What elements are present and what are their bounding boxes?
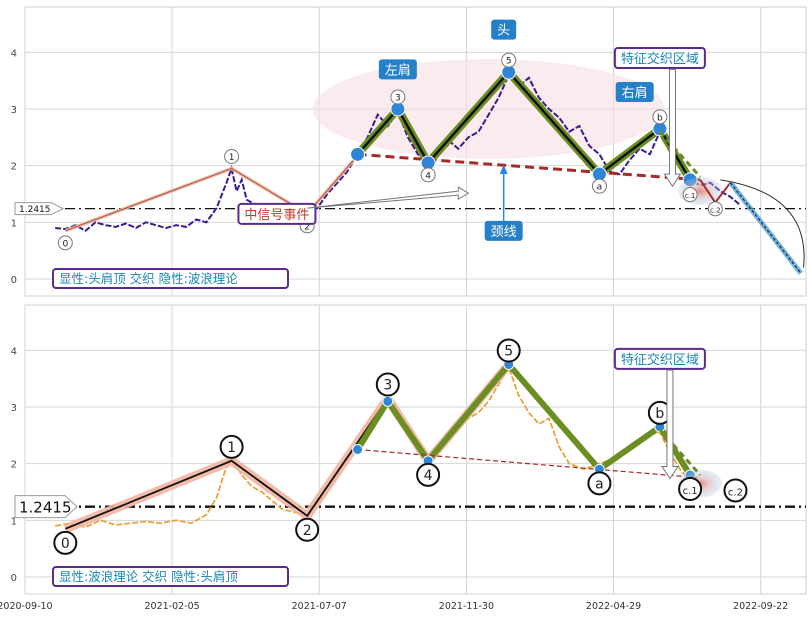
annotation-text: 特征交织区域 [621,51,699,67]
annotation-text: 特征交织区域 [621,352,699,368]
wave-label: c.1 [685,192,696,200]
wave-label-circle [723,478,748,503]
y-tick-label: 0 [11,275,17,286]
y-tick-label: 1 [11,516,17,527]
x-tick-label: 2021-02-05 [145,601,200,612]
y-tick-label: 2 [11,162,17,173]
projection-long-core [730,182,802,274]
pattern-highlight-ellipse [312,59,665,159]
neckline-arrowhead [499,164,508,175]
wave-label-circle [682,187,698,203]
wave-label: 1 [229,153,235,163]
wave-label-circle [591,178,607,194]
wave-label-circle [496,338,521,363]
zone-pointer-arrow [661,369,679,480]
reference-label: 1.2415 [19,499,72,517]
annotation-box [237,202,317,225]
annotation-text: 颈线 [491,225,517,240]
wave-label-circle [420,167,436,183]
wave-label: 1 [227,440,236,456]
zone-pointer-arrow [663,68,682,188]
event-arrow [307,186,470,209]
annotation-box [484,220,523,241]
wave-label: 0 [61,536,70,552]
wave-label: c.2 [728,487,743,498]
annotation-box [615,82,654,102]
hs-point [382,395,394,407]
wave-label: a [597,183,603,193]
wave-label-circle [416,462,441,487]
wave-label: c.1 [683,486,698,497]
reference-label-arrow [14,202,65,216]
hs-point [352,444,364,455]
wave-label: b [657,113,663,123]
wave-label: c.2 [710,206,721,214]
annotation-text: 左肩 [385,62,411,78]
x-tick-label: 2022-09-22 [733,601,788,612]
wave-label-circle [587,471,612,496]
annotation-text: 头 [497,24,510,39]
wave-label: 3 [395,94,401,104]
annotation-box [378,59,417,80]
wave-label: 4 [424,468,433,484]
x-tick-label: 2021-07-07 [292,601,347,612]
wave-label-circle [53,530,78,555]
wave-label: 5 [504,344,513,360]
wave-label-circle [678,477,703,501]
reference-label-arrow [14,495,78,519]
hs-point [350,146,366,162]
projection-arc [720,179,805,268]
wave-label-circle [652,109,668,125]
wave-label-circle [707,201,723,217]
wave-label: 2 [303,523,312,539]
wave-label: 3 [383,378,392,394]
wave-label-circle [57,235,73,251]
caption-box [52,268,289,289]
wave-label: 4 [425,171,431,181]
wave-label-circle [224,149,240,164]
wave-label: b [655,406,664,422]
annotation-box [613,47,706,69]
price-line [55,365,701,529]
wave-continuation [658,130,702,178]
x-tick-label: 2021-11-30 [439,601,494,612]
annotation-text: 右肩 [622,85,648,101]
annotation-text: 中信号事件 [244,208,309,223]
y-tick-label: 3 [11,105,17,116]
wave-label: a [595,476,604,492]
wave-label-circle [375,372,400,397]
annotation-box [491,19,517,40]
wave-label: 5 [506,57,512,67]
caption-box [52,566,289,587]
y-tick-label: 1 [11,218,17,229]
wave-label-circle [501,52,517,68]
x-tick-label: 2022-04-29 [586,601,641,612]
y-tick-label: 4 [11,346,17,357]
y-tick-label: 3 [11,403,17,414]
x-tick-label: 2020-09-10 [0,601,53,612]
wave-label: 0 [62,239,68,249]
caption-text: 显性:头肩顶 交织 隐性:波浪理论 [59,271,238,286]
y-tick-label: 4 [11,48,17,59]
annotation-box [613,347,706,370]
wave-label-circle [219,434,244,459]
neckline [357,152,701,182]
neckline [357,448,701,479]
caption-text: 显性:波浪理论 交织 隐性:头肩顶 [59,569,238,584]
wave-label-circle [390,89,406,105]
wave-label: 2 [304,222,310,232]
reference-label: 1.2415 [19,205,51,215]
y-tick-label: 2 [11,460,17,471]
y-tick-label: 0 [11,573,17,584]
wave-label-circle [295,517,320,542]
